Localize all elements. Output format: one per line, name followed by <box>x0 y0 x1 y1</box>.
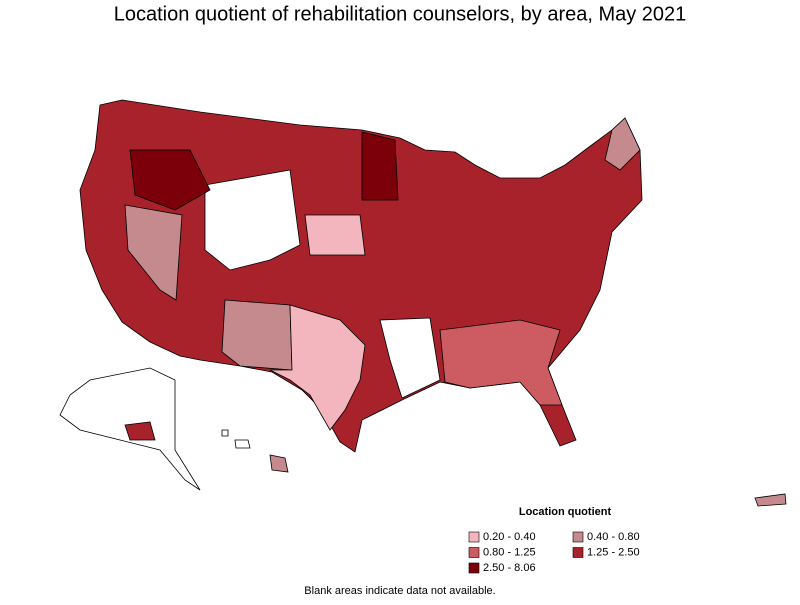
legend-label: 0.40 - 0.80 <box>587 531 640 543</box>
alaska-area <box>124 421 156 441</box>
new-mexico <box>221 299 293 371</box>
legend-swatch <box>468 531 480 543</box>
legend-swatch <box>572 531 584 543</box>
hawaii-2 <box>234 439 251 449</box>
blank-south <box>379 317 441 399</box>
southeast <box>439 319 563 406</box>
legend-swatch <box>468 547 480 558</box>
map <box>59 99 787 507</box>
hawaii-3 <box>269 454 289 473</box>
legend-label: 0.20 - 0.40 <box>483 531 536 543</box>
puerto-rico <box>754 493 787 507</box>
footnote: Blank areas indicate data not available. <box>304 585 495 597</box>
idaho-oregon <box>129 149 211 211</box>
nebraska <box>304 214 366 256</box>
legend-label: 0.80 - 1.25 <box>483 546 536 558</box>
blank-areas <box>204 169 301 271</box>
legend-label: 1.25 - 2.50 <box>587 546 640 558</box>
legend: 0.20 - 0.40 0.40 - 0.80 0.80 - 1.25 1.25 - … <box>468 531 640 574</box>
legend-swatch <box>468 562 480 574</box>
minnesota <box>361 131 399 201</box>
map-title: Location quotient of rehabilitation coun… <box>114 3 687 25</box>
legend-title: Location quotient <box>519 506 612 518</box>
nevada <box>124 204 183 301</box>
hawaii-1 <box>221 429 229 437</box>
texas <box>269 304 366 431</box>
legend-label: 2.50 - 8.06 <box>483 562 536 574</box>
new-england <box>604 117 641 171</box>
legend-swatch <box>572 547 584 558</box>
